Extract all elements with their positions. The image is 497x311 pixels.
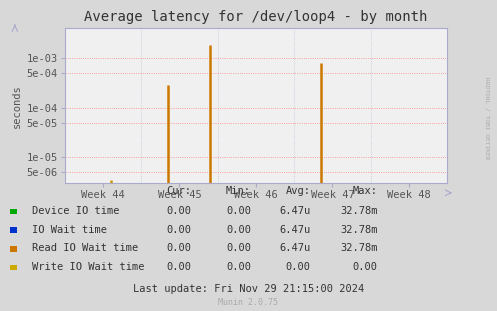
Text: 0.00: 0.00 [226, 225, 251, 234]
Text: 0.00: 0.00 [166, 225, 191, 234]
Text: 6.47u: 6.47u [279, 243, 311, 253]
Text: 6.47u: 6.47u [279, 206, 311, 216]
Y-axis label: seconds: seconds [12, 84, 22, 128]
Text: 0.00: 0.00 [166, 206, 191, 216]
Text: RRDTOOL / TOBI OETIKER: RRDTOOL / TOBI OETIKER [485, 77, 490, 160]
Title: Average latency for /dev/loop4 - by month: Average latency for /dev/loop4 - by mont… [84, 10, 427, 24]
Text: Munin 2.0.75: Munin 2.0.75 [219, 298, 278, 307]
Text: 6.47u: 6.47u [279, 225, 311, 234]
Text: Last update: Fri Nov 29 21:15:00 2024: Last update: Fri Nov 29 21:15:00 2024 [133, 284, 364, 294]
Text: Device IO time: Device IO time [32, 206, 120, 216]
Text: Avg:: Avg: [286, 186, 311, 196]
Text: 0.00: 0.00 [166, 243, 191, 253]
Text: Cur:: Cur: [166, 186, 191, 196]
Text: 0.00: 0.00 [226, 243, 251, 253]
Text: 0.00: 0.00 [286, 262, 311, 272]
Text: 32.78m: 32.78m [340, 225, 378, 234]
Text: Min:: Min: [226, 186, 251, 196]
Text: 32.78m: 32.78m [340, 243, 378, 253]
Text: 0.00: 0.00 [226, 206, 251, 216]
Text: Read IO Wait time: Read IO Wait time [32, 243, 139, 253]
Text: 32.78m: 32.78m [340, 206, 378, 216]
Text: Write IO Wait time: Write IO Wait time [32, 262, 145, 272]
Text: 0.00: 0.00 [166, 262, 191, 272]
Text: Max:: Max: [353, 186, 378, 196]
Text: 0.00: 0.00 [353, 262, 378, 272]
Text: IO Wait time: IO Wait time [32, 225, 107, 234]
Text: 0.00: 0.00 [226, 262, 251, 272]
